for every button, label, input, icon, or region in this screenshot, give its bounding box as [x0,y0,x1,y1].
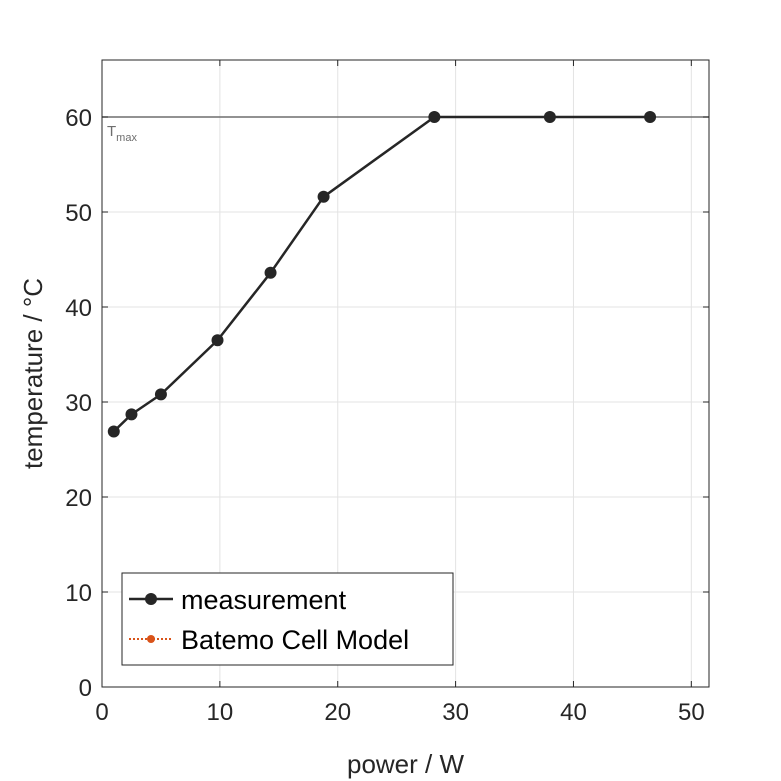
tmax-label: Tmax [107,123,137,144]
y-tick-label: 20 [65,485,92,512]
x-tick-label: 0 [95,699,108,726]
legend-marker-swatch [145,593,157,605]
y-tick-label: 60 [65,105,92,132]
data-point [428,111,441,123]
y-tick-label: 0 [79,675,92,702]
tmax-label-subscript: max [116,132,137,144]
legend-entry: measurement [129,585,347,615]
series-layer [107,111,657,438]
data-point [107,425,120,438]
x-tick-label: 50 [678,699,705,726]
legend: measurement Batemo Cell Model [121,572,454,666]
tmax-label-main: T [107,123,116,140]
y-tick-label: 10 [65,580,92,607]
legend-entry: Batemo Cell Model [129,625,409,655]
y-tick-label: 30 [65,390,92,417]
x-tick-label: 40 [560,699,587,726]
legend-entries: measurement Batemo Cell Model [129,585,409,655]
data-point [264,266,277,279]
data-point [543,111,556,123]
y-tick-label: 50 [65,200,92,227]
x-axis-label: power / W [347,749,464,779]
legend-box [121,572,454,666]
legend-marker-swatch [147,635,155,643]
x-tick-label: 10 [207,699,234,726]
legend-label: measurement [181,585,347,615]
data-point [125,408,138,421]
data-point [317,190,330,203]
reference-line-layer: Tmax [102,116,709,144]
x-tick-label: 20 [324,699,351,726]
data-point [154,388,167,401]
plot-area-frame [101,59,710,688]
x-tick-label: 30 [442,699,469,726]
y-axis-label: temperature / °C [18,278,48,469]
y-tick-label: 40 [65,295,92,322]
legend-label: Batemo Cell Model [181,625,409,655]
data-point [644,111,657,123]
data-point [211,334,224,347]
tick-layer: 0 10 20 30 40 50 0 10 20 30 40 50 60 [65,60,709,726]
series-line-0 [112,115,651,433]
